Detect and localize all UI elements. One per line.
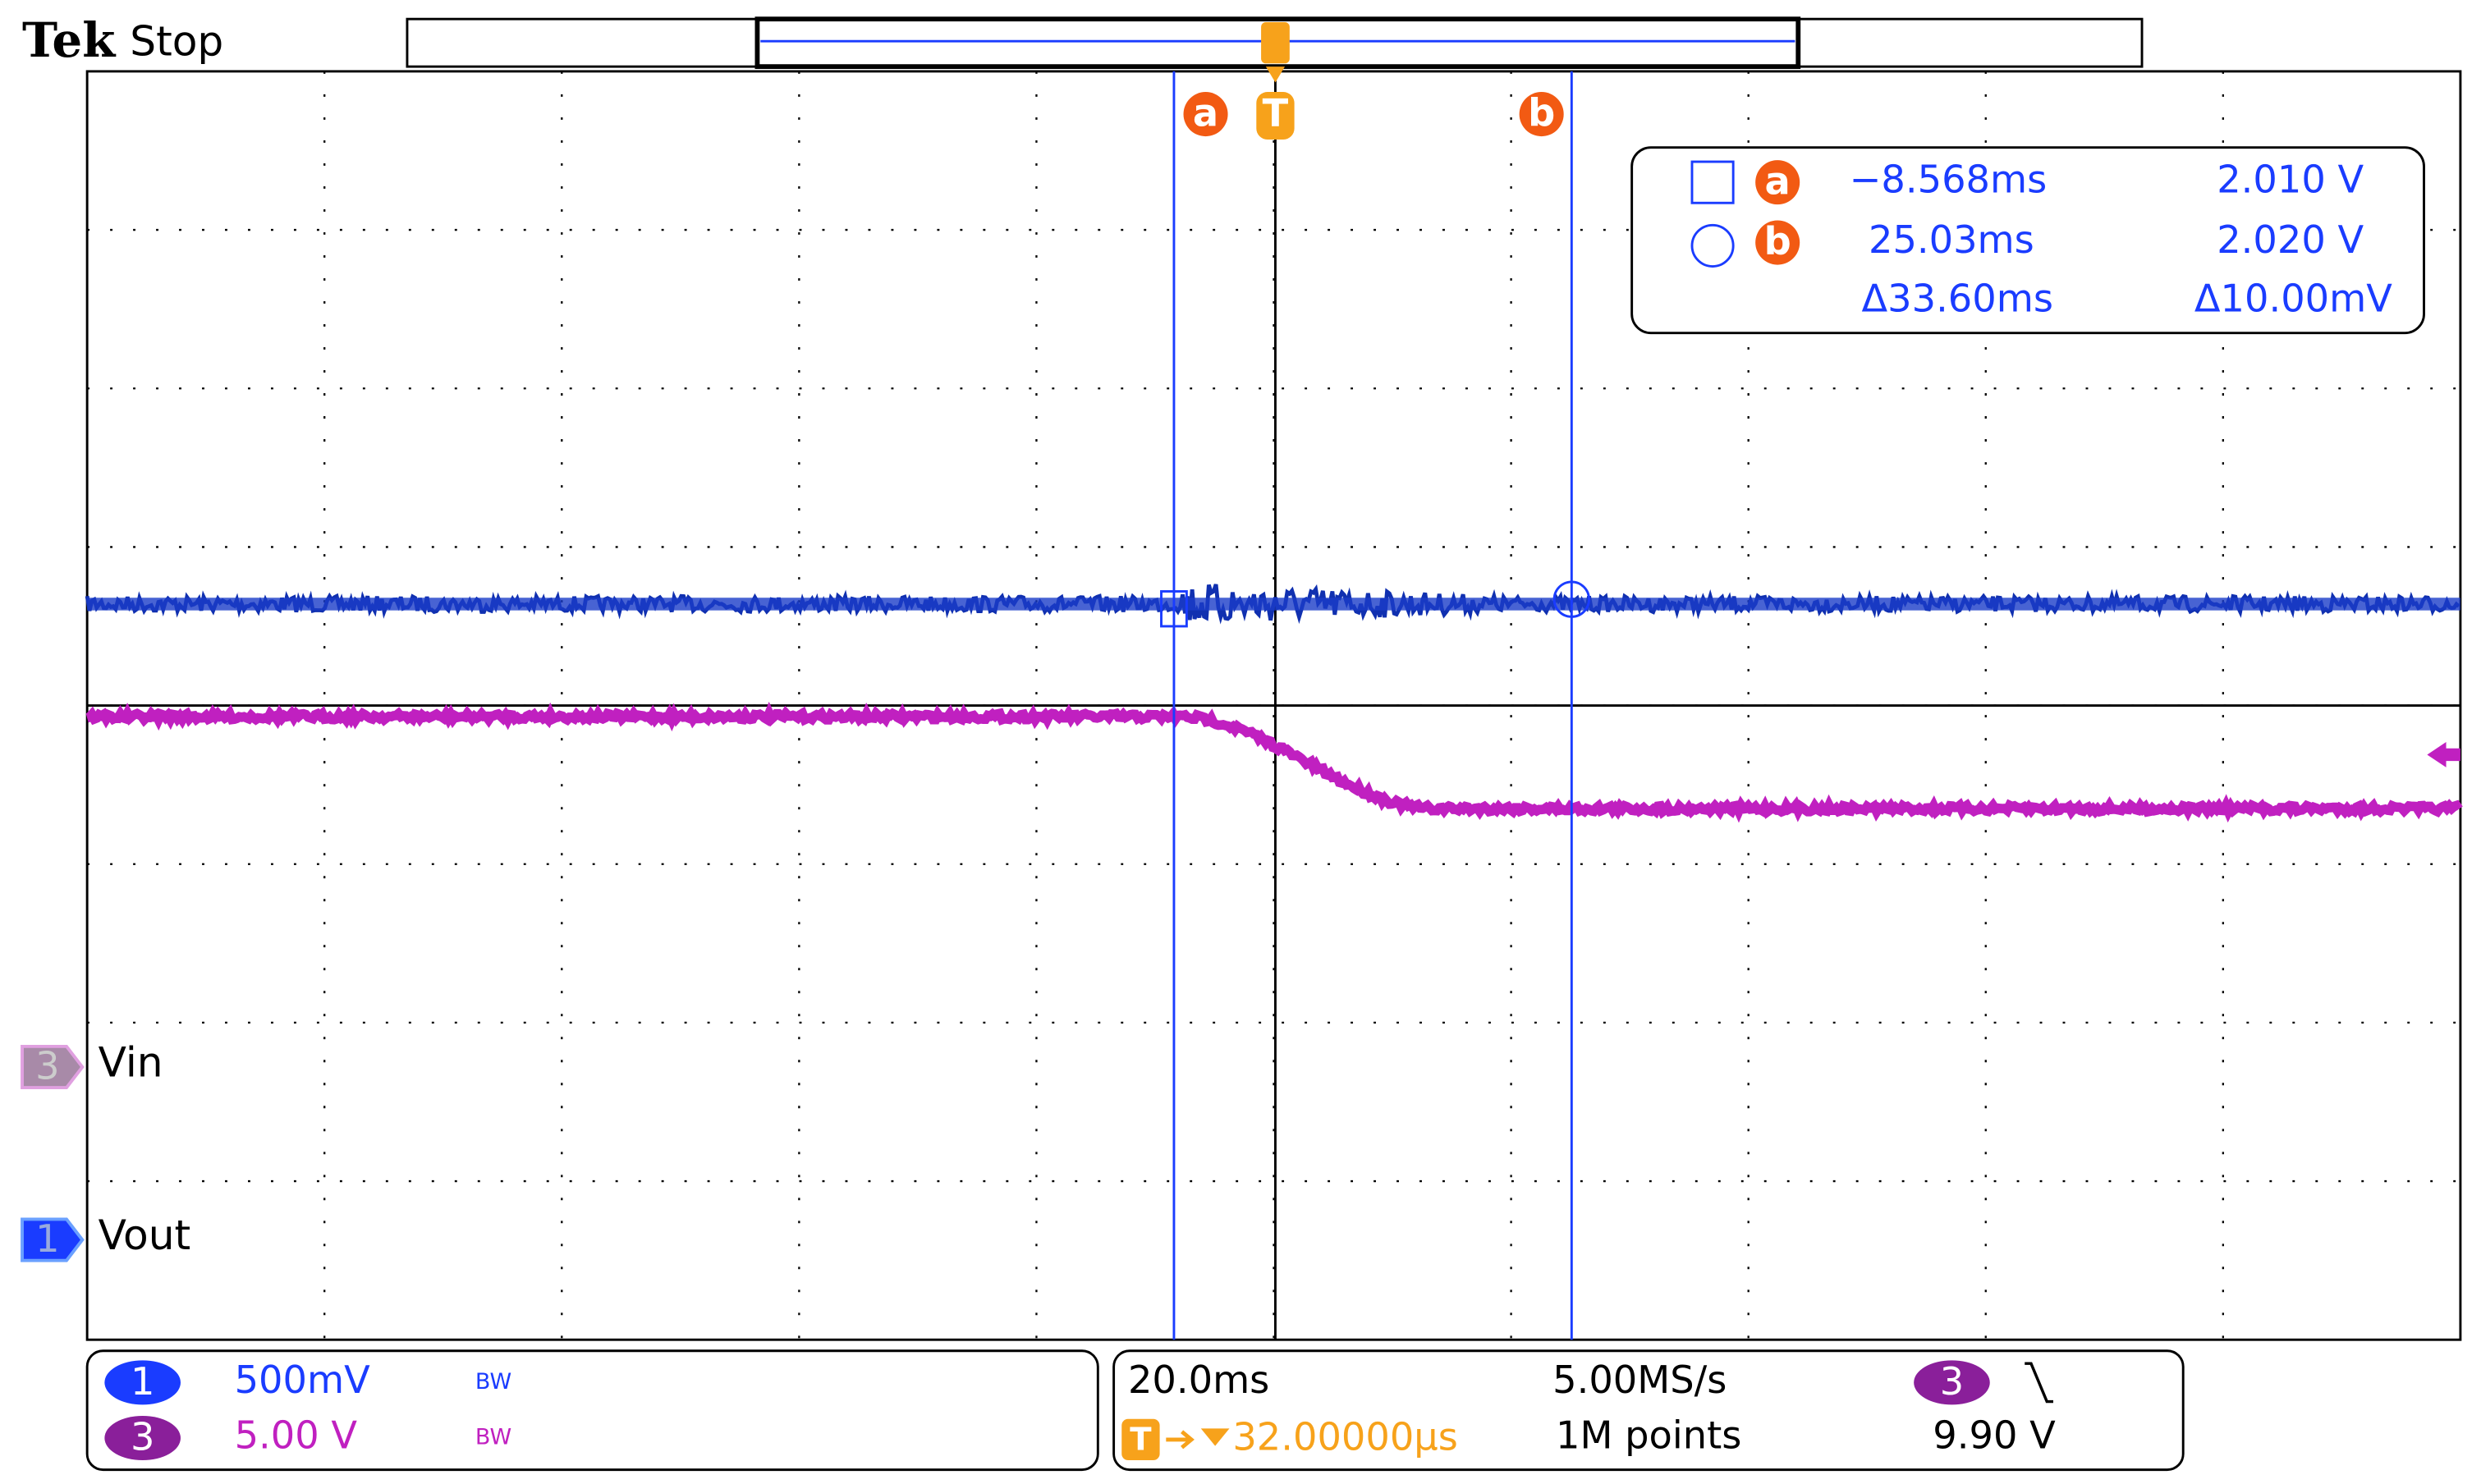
record-trigger-marker xyxy=(1261,22,1290,64)
brand: Tek xyxy=(22,12,117,68)
trigger-level: 9.90 V xyxy=(1933,1413,2056,1457)
readout-a-badge xyxy=(1755,160,1800,205)
cursor-readout-box xyxy=(1630,146,2425,335)
cursor-a-letter: a xyxy=(1193,90,1218,135)
trigger-slope xyxy=(2025,1362,2053,1404)
ch1-ground-marker xyxy=(21,1217,85,1262)
vout-trace-band xyxy=(87,598,2460,611)
ch1-bandwidth: BW xyxy=(475,1369,511,1395)
ch1-marker-number: 1 xyxy=(35,1216,59,1261)
trigger-arrow xyxy=(1265,66,1286,83)
trigger-position-badge xyxy=(1121,1418,1160,1461)
ch3-scale: 5.00 V xyxy=(235,1413,358,1457)
ch3-ground-marker xyxy=(21,1044,85,1090)
readout-a-letter: a xyxy=(1765,159,1791,204)
cursor-b-badge xyxy=(1519,92,1564,137)
delta-time: Δ33.60ms xyxy=(1861,276,2052,320)
ch1-scale: 500mV xyxy=(235,1358,370,1402)
cursor-a-voltage: 2.010 V xyxy=(2217,158,2364,202)
trigger-level-marker xyxy=(2427,742,2460,767)
cursor-a-time: −8.568ms xyxy=(1850,158,2048,202)
cursor-a-point xyxy=(1160,590,1188,628)
delta-voltage: Δ10.00mV xyxy=(2194,276,2392,320)
ch3-marker-number: 3 xyxy=(35,1043,59,1088)
trigger-delay: 32.00000µs xyxy=(1232,1414,1458,1459)
readout-b-letter: b xyxy=(1764,219,1791,263)
circle-icon xyxy=(1690,223,1735,268)
square-icon xyxy=(1690,160,1735,204)
waveforms xyxy=(85,584,2463,823)
cursor-b-letter: b xyxy=(1528,90,1555,135)
trigger-channel: 3 xyxy=(1940,1359,1964,1404)
sample-rate: 5.00MS/s xyxy=(1552,1358,1727,1402)
ch3-trace-label: Vin xyxy=(99,1038,163,1087)
status: Stop xyxy=(130,17,223,66)
cursor-b-time: 25.03ms xyxy=(1869,218,2034,262)
trigger-position-arrow xyxy=(1166,1430,1195,1450)
ch1-badge xyxy=(104,1360,181,1405)
cursor-a-badge xyxy=(1183,92,1228,137)
ch1-trace-label: Vout xyxy=(99,1211,191,1259)
readout-b-badge xyxy=(1755,220,1800,265)
ch3-number: 3 xyxy=(131,1414,154,1459)
ch3-bandwidth: BW xyxy=(475,1424,511,1450)
cursor-b-voltage: 2.020 V xyxy=(2217,218,2364,262)
record-length: 1M points xyxy=(1556,1413,1741,1457)
cursor-b-point xyxy=(1552,580,1590,618)
vertical-panel xyxy=(85,1349,1099,1472)
trigger-badge xyxy=(1256,92,1295,140)
time-scale: 20.0ms xyxy=(1128,1358,1269,1402)
trigger-channel-badge xyxy=(1914,1360,1990,1405)
trigger-position-triangle xyxy=(1200,1428,1230,1446)
ch3-badge xyxy=(104,1415,181,1461)
vin-trace xyxy=(85,701,2463,823)
ch1-number: 1 xyxy=(131,1359,154,1404)
trigger-letter: T xyxy=(1263,90,1289,135)
trigger-position-letter: T xyxy=(1130,1421,1152,1458)
